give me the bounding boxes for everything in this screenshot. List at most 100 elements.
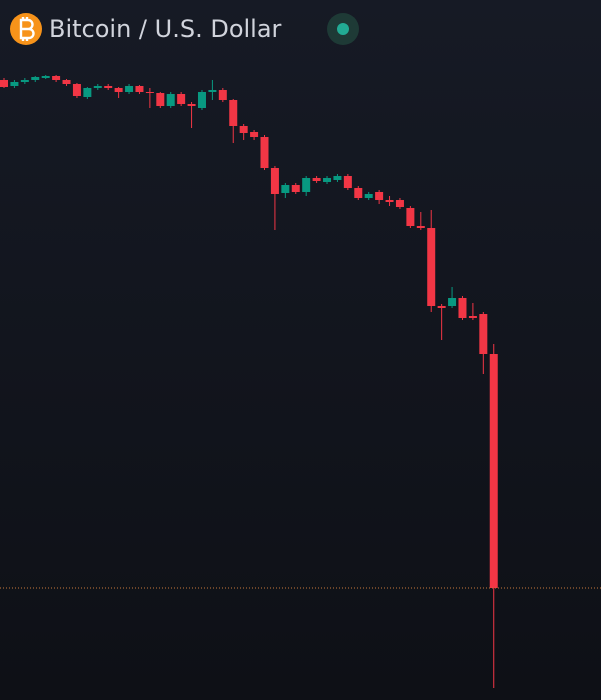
candle-body: [468, 316, 477, 318]
candle: [10, 80, 19, 88]
candle-body: [302, 178, 311, 192]
candle: [250, 130, 259, 140]
candle-body: [375, 192, 384, 200]
candle: [437, 304, 446, 340]
candle: [479, 312, 488, 374]
candle: [385, 196, 394, 206]
candle-body: [364, 194, 373, 198]
status-dot: [337, 23, 349, 35]
candle-body: [343, 176, 352, 188]
candle-body: [427, 228, 436, 306]
candle: [239, 124, 248, 140]
candle: [364, 192, 373, 200]
candle-body: [72, 84, 81, 96]
candle-body: [448, 298, 457, 306]
candle: [416, 212, 425, 230]
candle: [427, 210, 436, 312]
candle: [62, 79, 71, 86]
candle-body: [0, 80, 8, 87]
candle: [375, 190, 384, 204]
candle: [489, 344, 498, 688]
candle: [270, 166, 279, 230]
candle: [41, 75, 50, 79]
candle: [93, 84, 102, 90]
candle: [197, 90, 206, 110]
candle-body: [458, 298, 467, 318]
coin-glyph: [19, 17, 35, 41]
candle-body: [239, 126, 248, 133]
candle-body: [406, 208, 415, 226]
candle: [114, 87, 123, 98]
candle-body: [31, 77, 40, 80]
candle-body: [10, 82, 19, 86]
candle: [52, 75, 61, 82]
candle-body: [291, 185, 300, 192]
candle: [312, 176, 321, 183]
candle-body: [114, 88, 123, 92]
candle: [354, 186, 363, 200]
candle: [125, 84, 134, 94]
candle-body: [208, 90, 217, 92]
candle: [323, 176, 332, 184]
candle: [260, 135, 269, 170]
candle-body: [93, 86, 102, 88]
candle-body: [135, 86, 144, 92]
candle-body: [187, 104, 196, 106]
candle-body: [104, 86, 113, 88]
candle: [0, 78, 8, 88]
candle: [31, 76, 40, 82]
candle-body: [166, 94, 175, 106]
candle-body: [489, 354, 498, 588]
candle: [104, 84, 113, 90]
candle-body: [437, 306, 446, 308]
candle-body: [354, 188, 363, 198]
candle-body: [250, 132, 259, 137]
candle: [166, 92, 175, 108]
candle-body: [270, 168, 279, 194]
candle-body: [62, 80, 71, 84]
candle: [458, 296, 467, 320]
candle: [281, 183, 290, 198]
candle-body: [145, 92, 154, 93]
candle: [208, 80, 217, 100]
candle: [406, 206, 415, 228]
candle: [156, 92, 165, 108]
candle-body: [177, 94, 186, 104]
candle: [229, 99, 238, 143]
candle-body: [312, 178, 321, 181]
candle: [72, 83, 81, 98]
candle-body: [41, 76, 50, 78]
header: Bitcoin / U.S. Dollar: [10, 13, 359, 45]
candle-body: [281, 185, 290, 193]
candle-body: [125, 86, 134, 92]
candle-body: [83, 88, 92, 97]
candle-body: [20, 80, 29, 82]
candle: [395, 198, 404, 209]
candle-body: [229, 100, 238, 126]
chart-title: Bitcoin / U.S. Dollar: [49, 15, 282, 43]
candle: [177, 92, 186, 106]
plot-area: [0, 75, 601, 688]
candle: [135, 85, 144, 94]
candle: [218, 88, 227, 102]
candle: [20, 78, 29, 84]
candle-body: [52, 76, 61, 80]
candle: [448, 287, 457, 308]
candle-body: [156, 93, 165, 106]
candle: [83, 87, 92, 99]
candle: [291, 183, 300, 194]
candle: [187, 102, 196, 128]
candle-body: [197, 92, 206, 108]
candle-body: [416, 226, 425, 228]
candle-body: [479, 314, 488, 354]
candle-body: [218, 90, 227, 100]
candle: [145, 88, 154, 108]
candle-body: [260, 137, 269, 168]
candle: [333, 174, 342, 182]
candle-body: [395, 200, 404, 207]
candle: [468, 303, 477, 320]
candle-body: [323, 178, 332, 182]
candle-body: [385, 200, 394, 202]
